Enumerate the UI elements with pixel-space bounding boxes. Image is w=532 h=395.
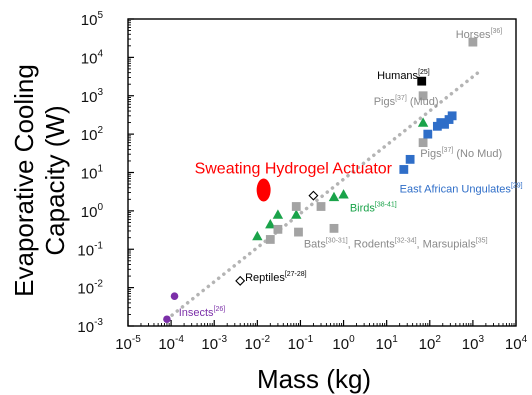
insects-point (163, 315, 171, 324)
mammals-point (291, 202, 301, 211)
x-tick-label: 100 (332, 334, 355, 353)
y-tick-label: 103 (81, 87, 104, 106)
x-tick-label: 10-3 (201, 334, 227, 353)
plot-area: 10-5 10-4 10-3 10-2 10-1 100 101 102 103 104 10-3 1… (9, 10, 528, 394)
birds-point (272, 209, 284, 219)
x-tick-label: 10-1 (288, 334, 314, 353)
y-tick-label: 10-1 (77, 240, 103, 259)
ungulates-point (440, 119, 449, 129)
x-tick-label: 102 (419, 334, 442, 353)
annotation-bats: Bats[30-31], Rodents[32-34], Marsupials[… (304, 238, 488, 251)
mammals-point (316, 202, 326, 211)
annotation-pigs-no-mud: Pigs[37] (No Mud) (420, 147, 502, 160)
annotation-humans: Humans[25] (377, 69, 430, 82)
birds-point (417, 117, 429, 127)
trend-line (165, 68, 483, 321)
x-tick-label: 10-5 (115, 334, 141, 353)
x-tick-label: 10-2 (245, 334, 271, 353)
reptiles-point (235, 275, 246, 286)
x-tick-label: 103 (462, 334, 485, 353)
birds-point (328, 191, 340, 202)
ungulates-point (405, 154, 415, 164)
annotation-ungulates: East African Ungulates[29] (400, 183, 523, 196)
x-axis-title: Mass (kg) (257, 364, 371, 394)
actuator-point (256, 178, 271, 202)
mammals-point (418, 138, 428, 148)
reptiles-point (308, 190, 319, 201)
x-tick-label: 10-4 (158, 334, 184, 353)
birds-point (252, 230, 263, 241)
y-tick-label: 10-3 (77, 317, 103, 336)
birds-point (338, 189, 349, 199)
y-tick-label: 104 (81, 48, 104, 67)
x-tick-label: 101 (376, 334, 399, 353)
insects-point (170, 292, 179, 300)
ungulates-point (447, 111, 457, 121)
mammals-point (265, 235, 275, 244)
birds-point (265, 218, 276, 229)
ungulates-point (399, 165, 409, 174)
mammals-point (418, 91, 428, 101)
annotation-horses: Horses[36] (456, 28, 503, 41)
y-tick-label: 10-2 (77, 279, 103, 298)
ungulates-point (423, 129, 433, 139)
mammals-point (329, 223, 339, 233)
annotation-insects: Insects[26] (179, 306, 226, 319)
annotation-pigs-mud: Pigs[37] (Mud) (374, 95, 439, 108)
y-tick-label: 105 (81, 10, 104, 29)
mammals-point (468, 37, 478, 47)
y-tick-label: 102 (81, 125, 104, 144)
mammals-point (273, 224, 283, 234)
y-tick-label: 100 (81, 202, 104, 221)
y-tick-label: 101 (81, 164, 104, 183)
y-axis-title: Evaporative CoolingCapacity (W) (9, 64, 70, 297)
annotation-reptiles: Reptiles[27-28] (245, 271, 307, 284)
humans-point (417, 76, 427, 86)
birds-point (291, 209, 302, 219)
x-tick-label: 104 (505, 334, 528, 353)
highlight-label: Sweating Hydrogel Actuator (195, 160, 393, 177)
mammals-point (294, 227, 303, 237)
annotation-birds: Birds[38-41] (350, 202, 397, 215)
